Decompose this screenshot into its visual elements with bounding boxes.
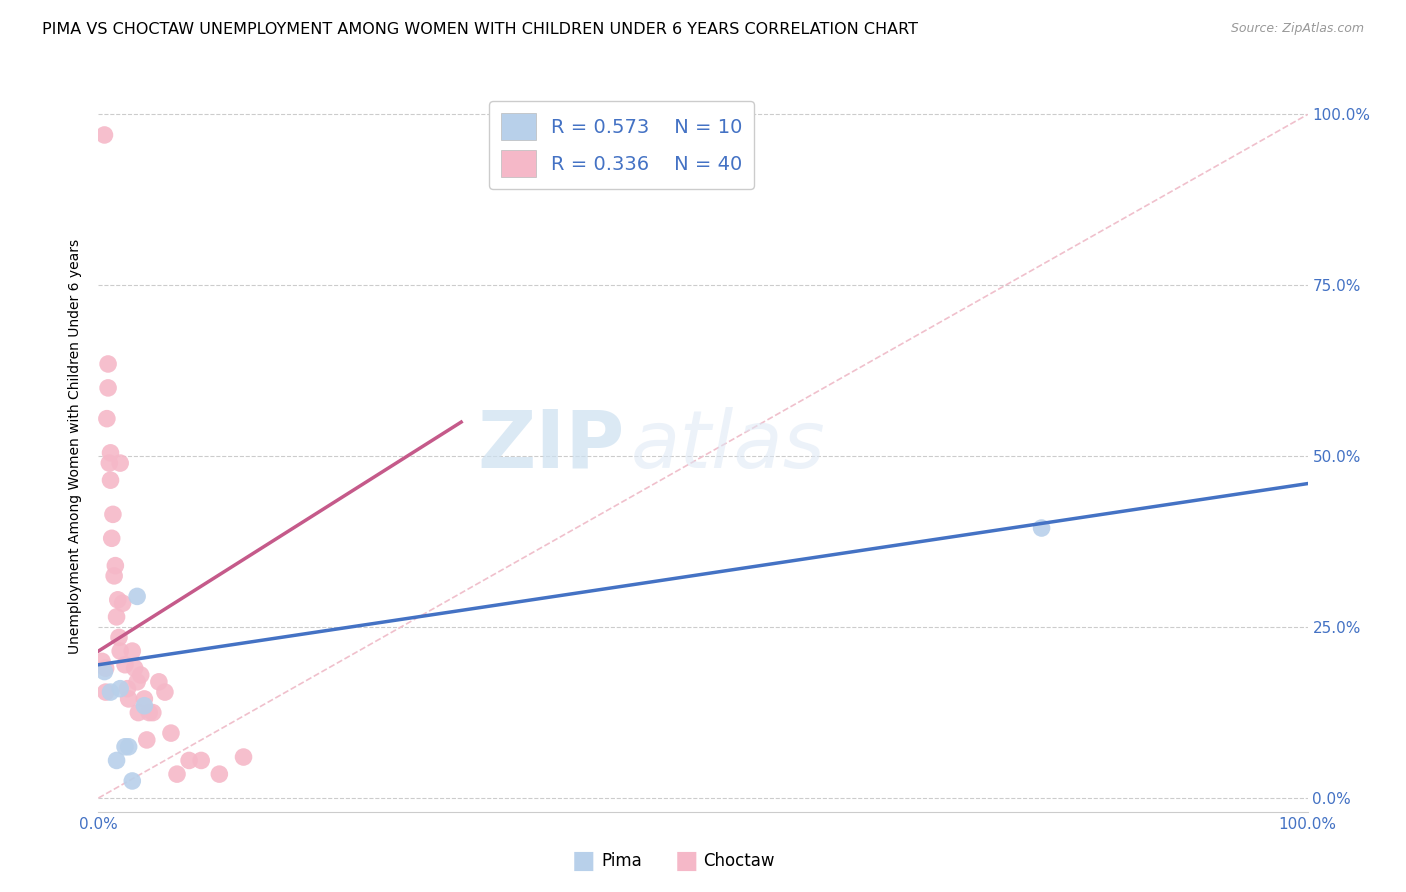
Point xyxy=(108,681,131,696)
Point xyxy=(127,590,149,604)
Point xyxy=(1031,521,1053,535)
Point xyxy=(190,754,212,768)
Point xyxy=(93,665,115,679)
Point xyxy=(179,754,201,768)
Point xyxy=(107,592,129,607)
Text: ■: ■ xyxy=(675,849,697,872)
Point xyxy=(104,558,127,573)
Legend: R = 0.573    N = 10, R = 0.336    N = 40: R = 0.573 N = 10, R = 0.336 N = 40 xyxy=(489,101,754,189)
Point xyxy=(97,357,120,371)
Point xyxy=(127,674,149,689)
Point xyxy=(98,456,121,470)
Point xyxy=(108,631,131,645)
Point xyxy=(127,706,149,720)
Point xyxy=(142,706,165,720)
Text: Choctaw: Choctaw xyxy=(703,852,775,870)
Point xyxy=(114,739,136,754)
Point xyxy=(134,698,156,713)
Point xyxy=(232,750,254,764)
Point xyxy=(108,456,131,470)
Text: atlas: atlas xyxy=(630,407,825,485)
Point xyxy=(148,674,170,689)
Point xyxy=(96,411,118,425)
Point xyxy=(121,774,143,789)
Point xyxy=(91,654,114,668)
Point xyxy=(114,657,136,672)
Point xyxy=(153,685,176,699)
Point xyxy=(100,531,122,545)
Point xyxy=(97,381,120,395)
Text: ZIP: ZIP xyxy=(477,407,624,485)
Point xyxy=(105,610,128,624)
Point xyxy=(138,706,160,720)
Text: Source: ZipAtlas.com: Source: ZipAtlas.com xyxy=(1230,22,1364,36)
Point xyxy=(134,692,156,706)
Point xyxy=(101,508,124,522)
Point xyxy=(100,473,122,487)
Point xyxy=(111,596,134,610)
Point xyxy=(124,661,146,675)
Point xyxy=(121,644,143,658)
Point xyxy=(103,569,125,583)
Text: Pima: Pima xyxy=(602,852,643,870)
Point xyxy=(118,739,141,754)
Point xyxy=(105,754,128,768)
Point xyxy=(94,685,117,699)
Point xyxy=(100,685,122,699)
Point xyxy=(166,767,188,781)
Point xyxy=(100,446,122,460)
Point xyxy=(129,668,152,682)
Point xyxy=(135,733,157,747)
Text: PIMA VS CHOCTAW UNEMPLOYMENT AMONG WOMEN WITH CHILDREN UNDER 6 YEARS CORRELATION: PIMA VS CHOCTAW UNEMPLOYMENT AMONG WOMEN… xyxy=(42,22,918,37)
Point xyxy=(94,661,117,675)
Y-axis label: Unemployment Among Women with Children Under 6 years: Unemployment Among Women with Children U… xyxy=(69,238,83,654)
Point xyxy=(160,726,183,740)
Point xyxy=(208,767,231,781)
Text: ■: ■ xyxy=(572,849,595,872)
Point xyxy=(108,644,131,658)
Point xyxy=(93,128,115,142)
Point xyxy=(117,681,139,696)
Point xyxy=(118,692,141,706)
